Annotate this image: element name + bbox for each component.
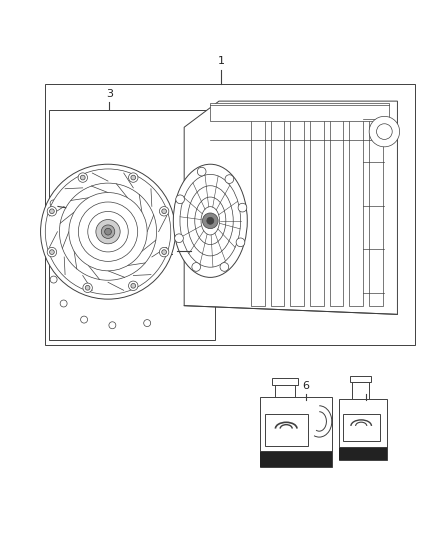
Bar <box>343 414 380 441</box>
Circle shape <box>47 207 57 216</box>
Circle shape <box>202 213 218 229</box>
Bar <box>272 378 298 384</box>
Text: 6: 6 <box>303 382 310 391</box>
Circle shape <box>96 220 120 244</box>
Bar <box>275 384 295 397</box>
Bar <box>339 447 387 460</box>
Bar <box>265 415 308 446</box>
Circle shape <box>101 225 115 238</box>
Circle shape <box>225 175 234 183</box>
Bar <box>350 106 363 305</box>
Circle shape <box>238 203 247 212</box>
Circle shape <box>377 124 392 140</box>
Bar <box>339 399 387 460</box>
Circle shape <box>162 250 166 254</box>
Text: 5: 5 <box>363 382 370 391</box>
Bar <box>45 84 415 345</box>
Text: 3: 3 <box>106 89 113 99</box>
Bar <box>260 451 332 467</box>
Circle shape <box>220 263 229 271</box>
Circle shape <box>162 209 166 214</box>
Circle shape <box>83 283 92 293</box>
Circle shape <box>176 195 184 204</box>
Bar <box>271 106 284 305</box>
Circle shape <box>78 202 138 261</box>
Circle shape <box>236 238 245 247</box>
Circle shape <box>49 250 54 254</box>
Ellipse shape <box>173 164 247 277</box>
Bar <box>49 110 215 341</box>
Circle shape <box>131 175 136 180</box>
Circle shape <box>69 192 147 271</box>
Bar <box>330 106 343 305</box>
Polygon shape <box>184 101 397 314</box>
Circle shape <box>369 116 399 147</box>
Circle shape <box>131 284 136 288</box>
Circle shape <box>198 167 206 176</box>
Circle shape <box>60 183 157 280</box>
Circle shape <box>105 228 111 235</box>
Circle shape <box>175 234 184 243</box>
Bar <box>369 106 383 305</box>
Circle shape <box>128 281 138 290</box>
Circle shape <box>159 207 169 216</box>
Circle shape <box>159 247 169 257</box>
Circle shape <box>78 173 88 182</box>
Bar <box>352 382 369 399</box>
Text: 1: 1 <box>218 56 225 66</box>
Bar <box>290 106 304 305</box>
Circle shape <box>192 263 201 271</box>
Bar <box>251 106 265 305</box>
Bar <box>210 103 389 120</box>
Text: 2: 2 <box>166 247 173 257</box>
Circle shape <box>45 169 171 294</box>
Circle shape <box>128 173 138 182</box>
Circle shape <box>47 247 57 257</box>
Circle shape <box>207 217 214 224</box>
Circle shape <box>41 164 176 299</box>
Circle shape <box>85 286 90 290</box>
Text: 4: 4 <box>46 201 53 212</box>
Circle shape <box>49 209 54 214</box>
Bar <box>260 397 332 467</box>
Circle shape <box>88 212 128 252</box>
Bar <box>310 106 324 305</box>
Circle shape <box>81 175 85 180</box>
Bar <box>350 376 371 382</box>
